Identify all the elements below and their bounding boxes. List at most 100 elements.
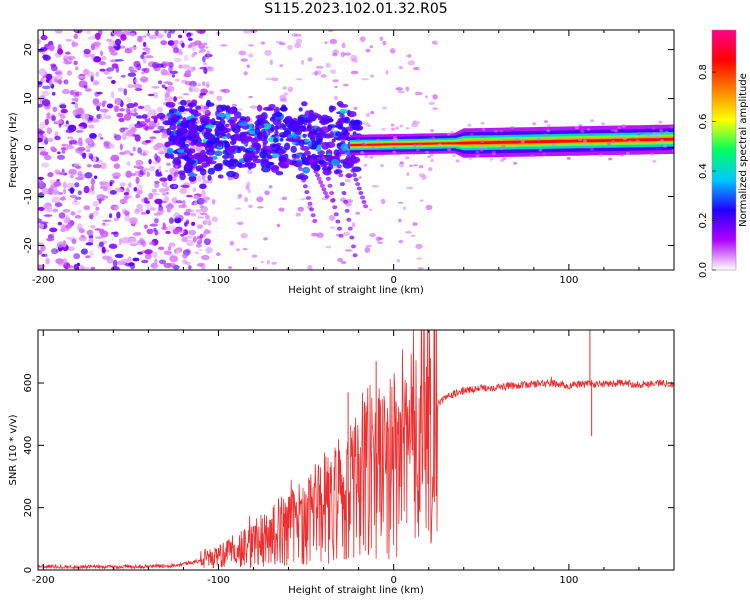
spectrogram-cell xyxy=(187,209,195,213)
spectrogram-cell xyxy=(285,137,293,142)
spectrogram-cell xyxy=(351,244,356,249)
spectrogram-cell xyxy=(265,77,274,81)
spectrogram-cell xyxy=(205,81,210,88)
spectrogram-cell xyxy=(132,257,140,262)
spectrogram-cell xyxy=(111,80,116,84)
spectrogram-cell xyxy=(203,42,208,46)
spectrogram-cell xyxy=(207,133,212,142)
spectrogram-cell xyxy=(358,176,362,179)
spectrogram-cell xyxy=(141,68,147,72)
spectrogram-cell xyxy=(282,124,287,131)
spectrogram-cell xyxy=(58,212,66,219)
spectrogram-cell xyxy=(204,254,208,260)
spectrogram-cell xyxy=(262,123,272,130)
spectrogram-cell xyxy=(144,139,152,144)
spectrogram-cell xyxy=(264,50,272,56)
spectrogram-cell xyxy=(92,211,99,216)
spectrogram-cell xyxy=(108,47,116,52)
spectrogram-cell xyxy=(174,78,180,82)
spectrogram-cell xyxy=(243,30,251,34)
spectrogram-cell xyxy=(575,126,579,130)
spectrogram-cell xyxy=(38,183,44,189)
spectrogram-cell xyxy=(332,79,339,83)
spectrogram-cell xyxy=(652,132,657,136)
spectrogram-cell xyxy=(238,108,244,111)
spectrogram-cell xyxy=(274,130,279,136)
spectrogram-cell xyxy=(381,127,386,131)
y-tick-label: 0 xyxy=(23,144,34,150)
spectrogram-cell xyxy=(307,264,313,270)
spectrogram-cell xyxy=(71,42,79,47)
spectrogram-cell xyxy=(176,96,184,99)
spectrogram-cell xyxy=(617,126,622,130)
spectrogram-cell xyxy=(46,112,51,120)
spectrogram-cell xyxy=(489,157,494,161)
spectrogram-cell xyxy=(62,196,66,201)
colorbar-tick-label: 0.8 xyxy=(698,64,709,80)
spectrogram-cell xyxy=(405,86,410,92)
spectrogram-cell xyxy=(404,231,413,234)
spectrogram-cell xyxy=(77,171,83,177)
spectrogram-cell xyxy=(328,215,336,221)
spectrogram-cell xyxy=(119,198,128,204)
spectrogram-cell xyxy=(108,213,113,219)
spectrogram-cell xyxy=(99,181,108,186)
spectrogram-cell xyxy=(190,212,197,217)
spectrogram-cell xyxy=(99,228,105,235)
spectrogram-cell xyxy=(119,143,123,151)
spectrogram-cell xyxy=(151,188,158,193)
spectrogram-cell xyxy=(165,101,176,108)
spectrogram-cell xyxy=(389,48,396,54)
spectrogram-cell xyxy=(168,217,174,224)
spectrogram-cell xyxy=(187,121,193,130)
spectrogram-cell xyxy=(142,35,147,38)
spectrogram-cell xyxy=(259,151,269,159)
spectrogram-cell xyxy=(123,88,128,96)
spectrogram-cell xyxy=(114,253,124,259)
spectrogram-cell xyxy=(66,55,76,60)
spectrogram-cell xyxy=(321,142,330,150)
spectrogram-cell xyxy=(260,41,265,45)
spectrogram-cell xyxy=(340,143,349,152)
spectrogram-cell xyxy=(467,123,472,127)
spectrogram-cell xyxy=(169,70,179,75)
spectrogram-cell xyxy=(520,140,525,144)
spectrogram-cell xyxy=(377,241,384,244)
spectrogram-cell xyxy=(63,217,71,224)
spectrogram-cell xyxy=(338,233,344,238)
spectrogram-cell xyxy=(86,229,94,236)
spectrogram-cell xyxy=(257,206,264,209)
spectrogram-cell xyxy=(150,115,160,120)
spectrogram-cell xyxy=(364,155,369,158)
spectrogram-cell xyxy=(155,142,164,148)
spectrogram-cell xyxy=(74,182,80,188)
spectrogram-cell xyxy=(62,181,67,189)
spectrogram-cell xyxy=(92,156,97,163)
spectrogram-cell xyxy=(252,158,263,164)
spectrogram-cell xyxy=(41,90,50,97)
spectrogram-cell xyxy=(96,194,105,200)
spectrogram-cell xyxy=(201,162,208,168)
spectrogram-cell xyxy=(544,120,548,124)
spectrogram-cell xyxy=(248,44,254,47)
spectrogram-cell xyxy=(369,155,374,159)
spectrogram-cell xyxy=(149,136,157,140)
spectrogram-cell xyxy=(254,120,262,126)
spectrogram-cell xyxy=(76,262,81,267)
spectrogram-cell xyxy=(239,132,247,138)
spectrogram-cell xyxy=(170,153,175,160)
spectrogram-cell xyxy=(177,170,186,176)
spectrogram-cell xyxy=(213,164,223,172)
spectrogram-cell xyxy=(427,155,432,159)
spectrogram-cell xyxy=(205,163,211,167)
spectrogram-xlabel: Height of straight line (km) xyxy=(288,285,424,296)
spectrogram-cell xyxy=(190,117,197,124)
spectrogram-cell xyxy=(188,265,192,270)
spectrogram-cell xyxy=(125,106,131,114)
spectrogram-cell xyxy=(149,165,155,172)
spectrogram-cell xyxy=(296,78,303,81)
spectrogram-cell xyxy=(398,218,402,223)
spectrogram-cell xyxy=(112,30,120,35)
spectrogram-cell xyxy=(608,157,613,161)
spectrogram-cell xyxy=(54,135,61,141)
